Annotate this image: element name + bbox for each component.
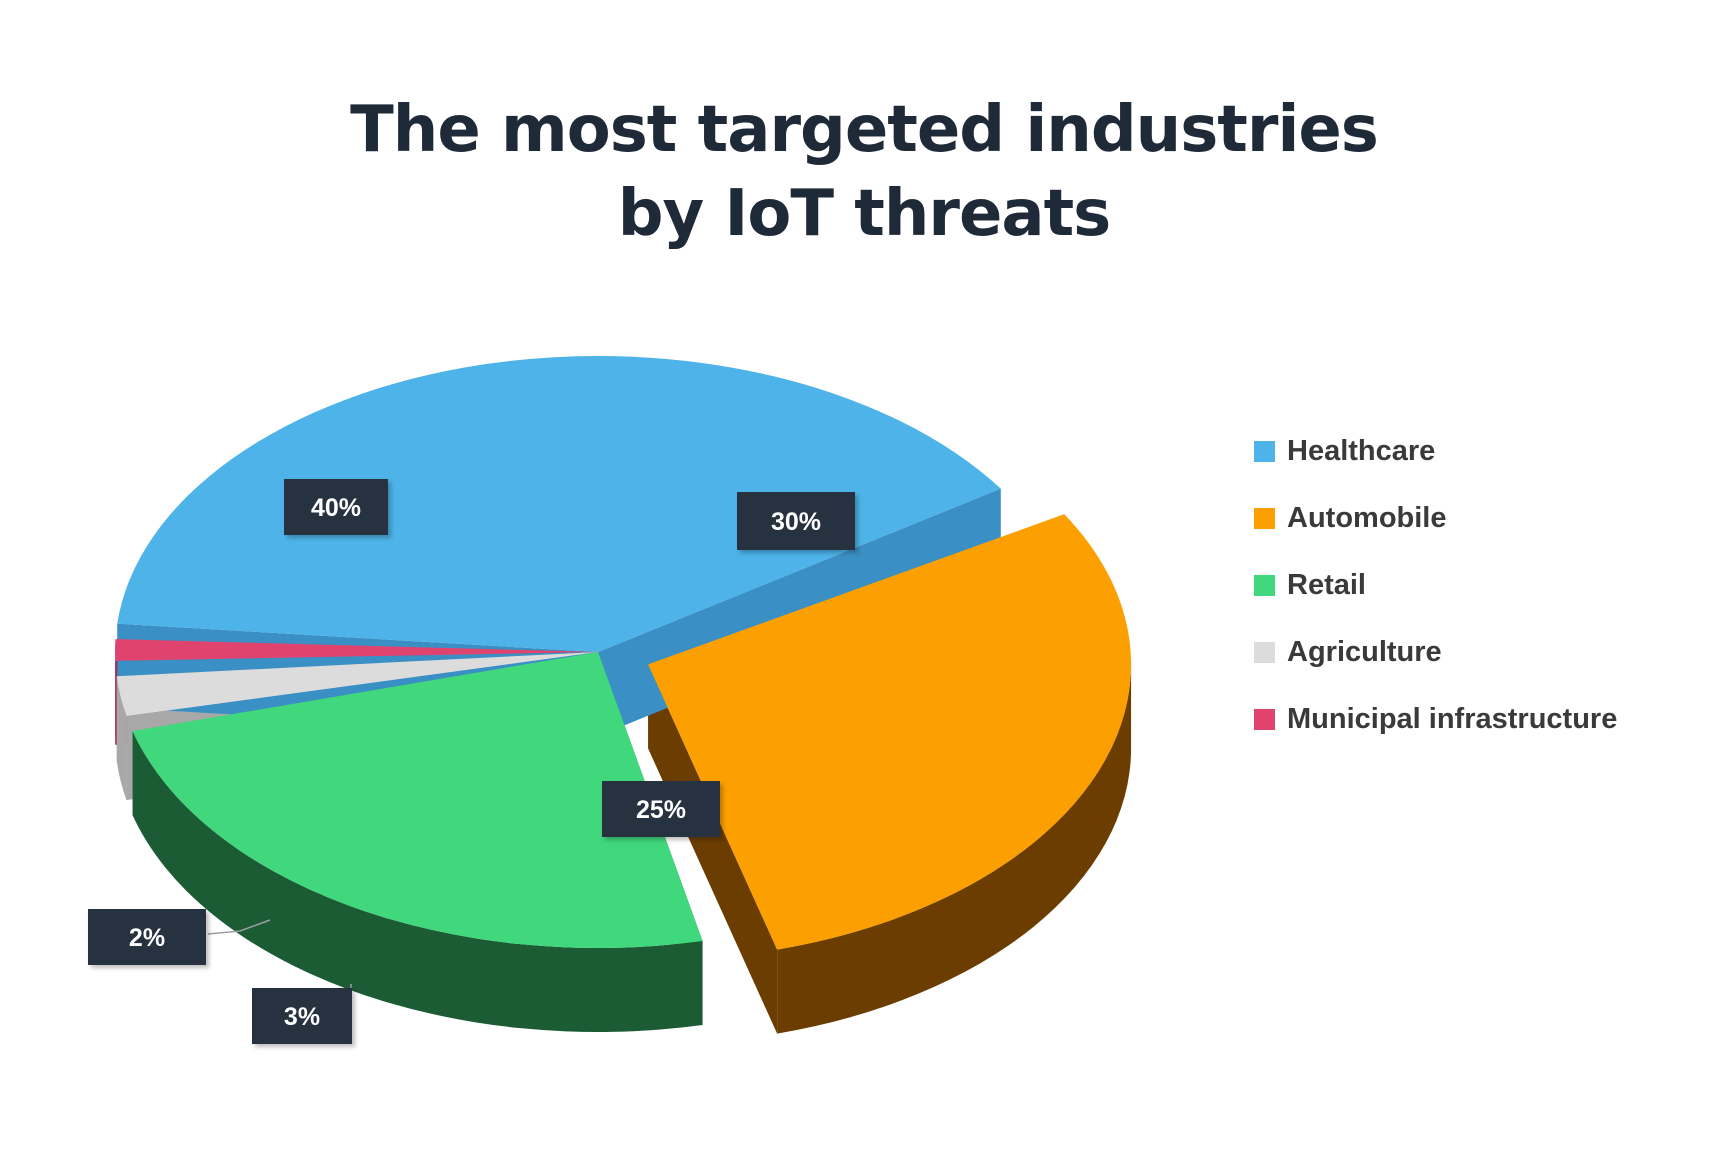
data-label-healthcare: 40% (284, 479, 388, 535)
chart-title-line-1: The most targeted industries (350, 93, 1379, 167)
legend-swatch-healthcare (1254, 441, 1275, 462)
legend-label-agriculture: Agriculture (1287, 636, 1442, 668)
legend-label-municipal-infrastructure: Municipal infrastructure (1287, 703, 1618, 735)
data-label-box-retail (602, 781, 720, 837)
data-label-box-healthcare (284, 479, 388, 535)
slice-wall-automobile-1 (648, 664, 778, 1034)
legend-item-municipal-infrastructure: Municipal infrastructure (1254, 686, 1617, 753)
slice-automobile (648, 514, 1132, 950)
data-label-text-healthcare: 40% (311, 494, 361, 522)
legend-swatch-agriculture (1254, 642, 1275, 663)
legend-label-retail: Retail (1287, 569, 1366, 601)
chart-title-line-2: by IoT threats (617, 177, 1112, 251)
data-label-text-agriculture: 3% (284, 1003, 320, 1031)
legend-item-retail: Retail (1254, 552, 1617, 619)
legend-label-automobile: Automobile (1287, 502, 1447, 534)
data-label-text-municipal-infrastructure: 2% (129, 924, 165, 952)
data-label-municipal-infrastructure: 2% (88, 909, 206, 965)
leader-line-municipal-infrastructure (207, 919, 271, 935)
data-label-text-automobile: 30% (771, 508, 821, 536)
legend-label-healthcare: Healthcare (1287, 435, 1436, 467)
slice-side-retail (132, 731, 703, 1032)
data-label-retail: 25% (602, 781, 720, 837)
slice-side-automobile (777, 664, 1132, 1034)
data-label-box-municipal-infrastructure (88, 909, 206, 965)
slice-retail (132, 652, 703, 948)
legend-swatch-automobile (1254, 508, 1275, 529)
slice-healthcare (117, 355, 1001, 652)
legend-item-healthcare: Healthcare (1254, 418, 1617, 485)
legend: Healthcare Automobile Retail Agriculture… (1254, 418, 1617, 753)
legend-item-agriculture: Agriculture (1254, 619, 1617, 686)
legend-swatch-municipal-infrastructure (1254, 709, 1275, 730)
data-label-agriculture: 3% (252, 988, 352, 1044)
data-label-text-retail: 25% (636, 796, 686, 824)
legend-item-automobile: Automobile (1254, 485, 1617, 552)
pie-tops (115, 355, 1132, 950)
slice-agriculture (116, 652, 598, 717)
slice-side-agriculture (116, 676, 127, 801)
chart-title: The most targeted industries by IoT thre… (0, 88, 1728, 256)
slice-municipal-infrastructure (115, 639, 599, 661)
data-label-box-agriculture (252, 988, 352, 1044)
data-label-box-automobile (737, 492, 855, 550)
legend-swatch-retail (1254, 575, 1275, 596)
data-label-automobile: 30% (737, 492, 855, 550)
pie-labels: 40% 30% 25% 3% 2% (88, 479, 855, 1044)
